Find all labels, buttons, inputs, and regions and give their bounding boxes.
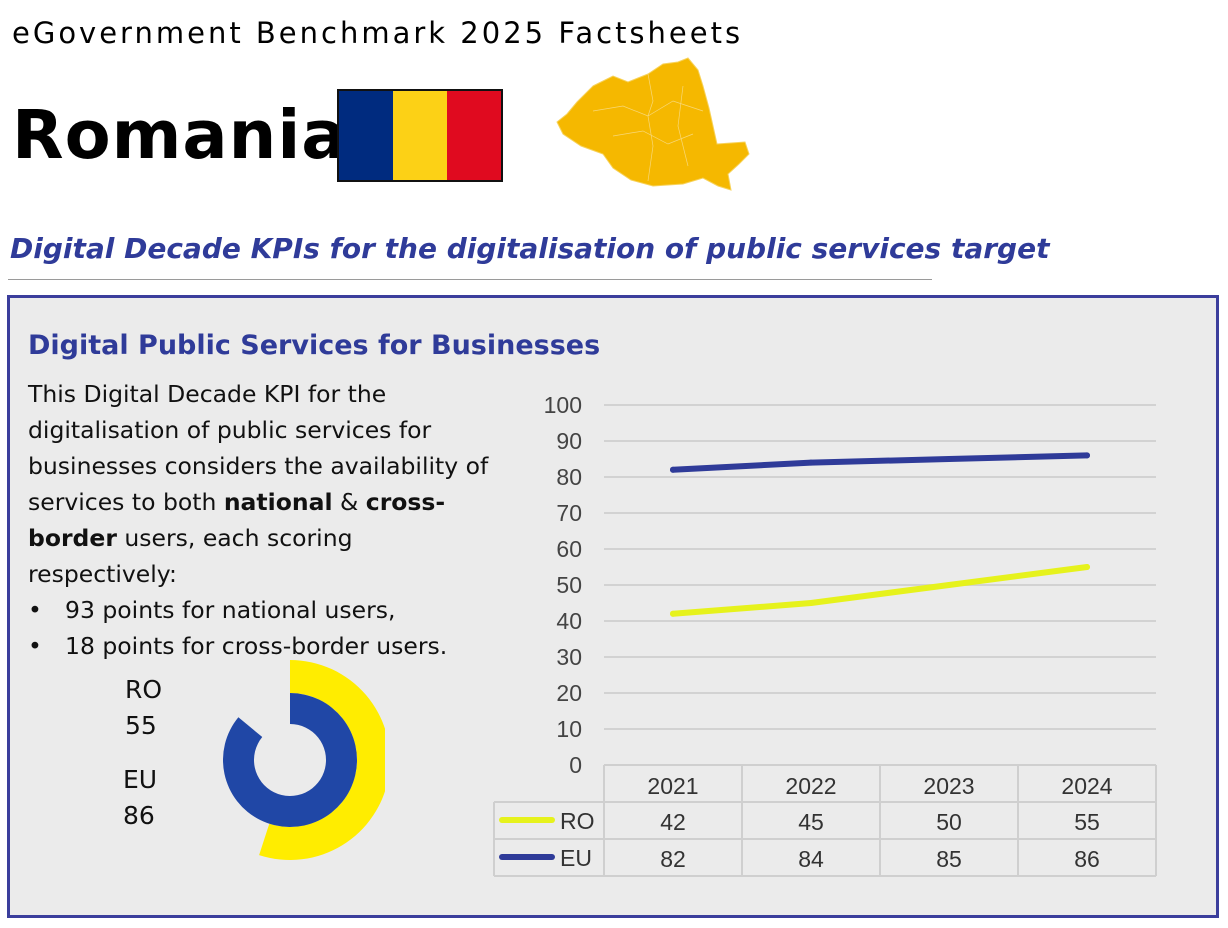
donut-ring-eu [223,693,357,827]
data-point-ro [808,600,814,606]
donut-eu-value: 86 [123,801,155,830]
donut-eu-label: EU [123,765,158,794]
country-map-icon [556,57,750,191]
table-value: 86 [1074,846,1100,872]
kpi-section-title: Digital Decade KPIs for the digitalisati… [10,232,1050,265]
bullet-cross-border-text: 18 points for cross-border users. [65,632,448,660]
y-tick-label: 0 [569,752,582,778]
y-tick-label: 50 [556,572,582,598]
score-bullets: • 93 points for national users, • 18 poi… [28,592,447,664]
table-value: 45 [798,809,824,835]
desc-national: national [223,488,333,516]
data-point-ro [1084,564,1090,570]
y-tick-label: 30 [556,644,582,670]
flag-stripe-blue [339,91,393,180]
y-tick-label: 20 [556,680,582,706]
data-point-ro [946,582,952,588]
y-tick-label: 90 [556,428,582,454]
x-tick-label: 2023 [923,773,974,799]
flag-stripe-yellow [393,91,447,180]
y-tick-label: 100 [544,392,582,418]
table-value: 85 [936,846,962,872]
bullet-national-text: 93 points for national users, [65,596,396,624]
panel-title: Digital Public Services for Businesses [28,330,601,361]
y-tick-label: 80 [556,464,582,490]
y-tick-label: 60 [556,536,582,562]
x-tick-label: 2024 [1061,773,1112,799]
donut-chart [223,660,385,860]
x-tick-label: 2022 [785,773,836,799]
series-line-ro [670,564,1090,617]
line-chart: 0 10 20 30 40 50 60 70 80 90 100 2021 2022 2023 2024 RO… [493,392,1157,877]
data-point-eu [1084,452,1090,459]
y-tick-label: 70 [556,500,582,526]
donut-ro-value: 55 [125,711,157,740]
data-point-ro [670,610,676,617]
table-value: 82 [660,846,686,872]
y-tick-label: 40 [556,608,582,634]
legend-label-eu: EU [560,845,592,871]
kpi-description: This Digital Decade KPI for the digitali… [28,376,508,592]
series-line-eu [670,452,1090,473]
table-value: 50 [936,809,962,835]
desc-cross-border: cross-border [28,488,446,552]
x-tick-label: 2021 [647,773,698,799]
country-name: Romania [12,96,348,174]
desc-amp: & [332,488,366,516]
table-value: 55 [1074,809,1100,835]
title-divider [8,279,932,280]
legend-label-ro: RO [560,808,595,834]
bullet-marker: • [28,596,42,624]
data-point-eu [946,456,952,462]
y-tick-label: 10 [556,716,582,742]
donut-ring-ro [259,660,385,860]
table-value: 84 [798,846,824,872]
bullet-marker: • [28,632,42,660]
country-flag [337,89,503,182]
data-point-eu [808,459,814,466]
data-point-eu [670,466,676,473]
bullet-cross-border: • 18 points for cross-border users. [28,628,447,664]
bullet-national: • 93 points for national users, [28,592,447,628]
desc-text-1: This Digital Decade KPI for the digitali… [28,380,489,516]
table-value: 42 [660,809,686,835]
donut-ro-label: RO [125,675,163,704]
factsheet-suptitle: eGovernment Benchmark 2025 Factsheets [12,16,744,50]
desc-text-2: users, each scoring respectively: [28,524,353,588]
flag-stripe-red [447,91,501,180]
